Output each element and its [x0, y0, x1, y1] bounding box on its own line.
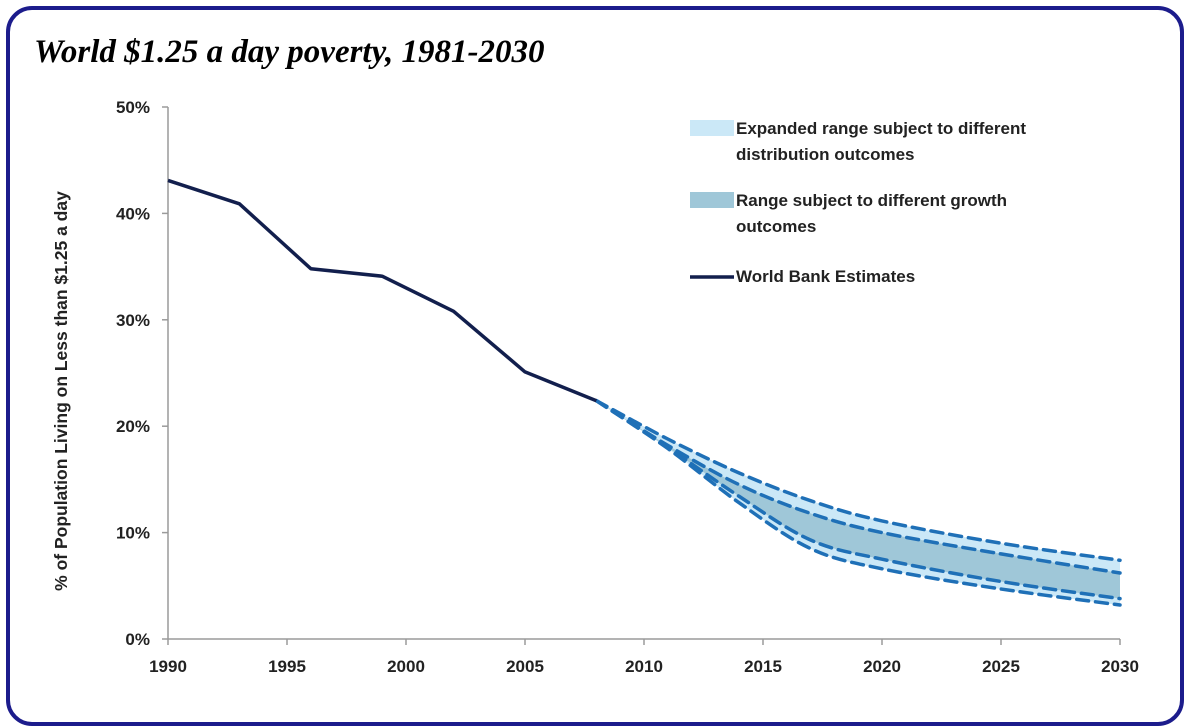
- x-tick-label: 2030: [1101, 657, 1139, 676]
- growth-range-band: [596, 401, 1120, 599]
- chart-legend: Expanded range subject to different distr…: [690, 119, 1026, 286]
- x-tick-label: 2005: [506, 657, 544, 676]
- y-tick-label: 0%: [125, 630, 150, 649]
- legend-swatch: [690, 120, 734, 136]
- y-tick-label: 40%: [116, 204, 150, 223]
- poverty-line-chart: 0% 10% 20% 30% 40% 50% 1990 1995 2000 2005 2010 201…: [0, 0, 1194, 708]
- x-tick-label: 2010: [625, 657, 663, 676]
- legend-label: Range subject to different growth: [736, 191, 1007, 210]
- x-tick-label: 2020: [863, 657, 901, 676]
- x-tick-label: 2025: [982, 657, 1020, 676]
- legend-item-light-band: Expanded range subject to different distr…: [690, 119, 1026, 164]
- y-tick-label: 50%: [116, 98, 150, 117]
- x-tick-label: 1995: [268, 657, 306, 676]
- x-tick-label: 2015: [744, 657, 782, 676]
- projection-bands: [596, 401, 1120, 605]
- legend-label: World Bank Estimates: [736, 267, 915, 286]
- legend-label: distribution outcomes: [736, 145, 915, 164]
- y-tick-label: 20%: [116, 417, 150, 436]
- legend-swatch: [690, 192, 734, 208]
- legend-item-line: World Bank Estimates: [690, 267, 915, 286]
- y-axis-label: % of Population Living on Less than $1.2…: [51, 191, 71, 591]
- y-tick-label: 10%: [116, 524, 150, 543]
- chart-axes: 0% 10% 20% 30% 40% 50% 1990 1995 2000 2005 2010 201…: [51, 98, 1139, 676]
- series-line-world-bank-estimates: [168, 180, 596, 400]
- legend-item-dark-band: Range subject to different growth outcome…: [690, 191, 1007, 236]
- legend-label: outcomes: [736, 217, 816, 236]
- y-tick-label: 30%: [116, 311, 150, 330]
- x-tick-label: 1990: [149, 657, 187, 676]
- x-tick-label: 2000: [387, 657, 425, 676]
- legend-label: Expanded range subject to different: [736, 119, 1026, 138]
